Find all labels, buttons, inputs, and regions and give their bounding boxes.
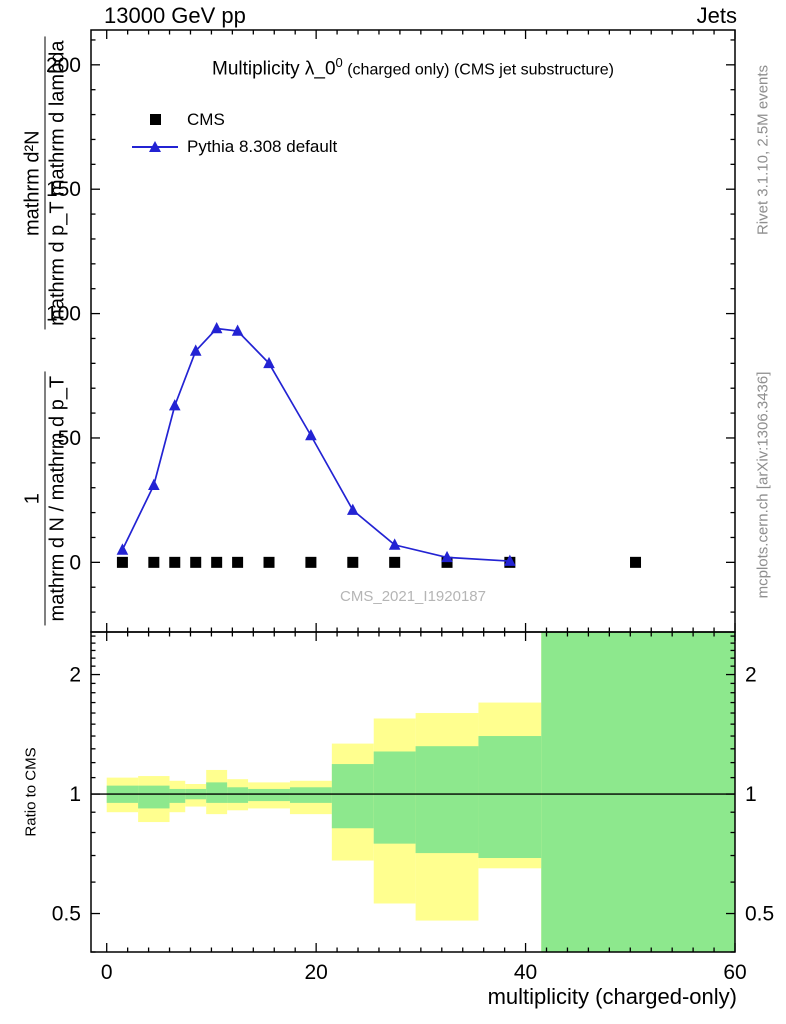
mcplots-reference-note: mcplots.cern.ch [arXiv:1306.3436] [754, 371, 772, 599]
svg-text:0: 0 [69, 551, 81, 574]
svg-text:2: 2 [745, 664, 757, 687]
svg-text:1: 1 [69, 783, 81, 806]
svg-text:150: 150 [46, 178, 81, 201]
pythia-marker [132, 140, 178, 154]
ratio-axis-title: Ratio to CMS [22, 747, 40, 837]
triangle-marker-icon [149, 140, 161, 152]
svg-text:0.5: 0.5 [745, 903, 774, 926]
legend-item-cms: CMS [132, 106, 337, 133]
process-label: Jets [696, 3, 737, 28]
svg-text:2: 2 [69, 664, 81, 687]
legend: CMS Pythia 8.308 default [132, 106, 337, 160]
svg-text:40: 40 [514, 961, 537, 984]
beam-energy-label: 13000 GeV pp [104, 3, 246, 28]
analysis-watermark: CMS_2021_I1920187 [340, 588, 486, 605]
plot-title-main: Multiplicity λ_0 [212, 58, 336, 80]
plot-title-detail: (charged only) (CMS jet substructure) [342, 61, 614, 79]
svg-text:0: 0 [101, 961, 113, 984]
legend-label-cms: CMS [187, 109, 225, 129]
y-axis-fraction-1: 1 mathrm d N / mathrm d p_T [21, 371, 70, 626]
cms-marker [132, 113, 178, 127]
svg-text:50: 50 [58, 427, 81, 450]
data-series [116, 322, 642, 568]
plot-frames [90, 29, 736, 953]
svg-text:1: 1 [745, 783, 757, 806]
y-axis-title: 1 mathrm d N / mathrm d p_T mathrm d²N m… [21, 36, 70, 626]
svg-text:0.5: 0.5 [52, 903, 81, 926]
plot-title: Multiplicity λ_00 (charged only) (CMS je… [91, 55, 735, 80]
series-pythia-8-308-default [116, 322, 516, 566]
svg-text:20: 20 [304, 961, 327, 984]
axis-ticks [91, 30, 736, 953]
fraction-1-denominator: mathrm d N / mathrm d p_T [44, 371, 70, 626]
svg-text:100: 100 [46, 303, 81, 326]
fraction-2-denominator: mathrm d p_T mathrm d lambda [44, 36, 70, 330]
plot-title-superscript: 0 [335, 55, 343, 70]
axis-tick-labels: 0 20 40 60 0 50 100 150 200 0.5 0.5 1 1 2 2 [46, 54, 774, 984]
uncertainty-bands [106, 632, 735, 952]
fraction-1-numerator: 1 [21, 493, 44, 505]
legend-item-pythia: Pythia 8.308 default [132, 133, 337, 160]
y-axis-fraction-2: mathrm d²N mathrm d p_T mathrm d lambda [21, 36, 70, 330]
series-cms [116, 556, 642, 568]
square-marker-icon [149, 114, 161, 125]
fraction-2-numerator: mathrm d²N [21, 130, 44, 236]
legend-label-pythia: Pythia 8.308 default [187, 136, 338, 156]
rivet-version-note: Rivet 3.1.10, 2.5M events [754, 64, 772, 236]
svg-text:60: 60 [723, 961, 746, 984]
x-axis-title: multiplicity (charged-only) [487, 984, 737, 1009]
svg-text:200: 200 [46, 54, 81, 77]
